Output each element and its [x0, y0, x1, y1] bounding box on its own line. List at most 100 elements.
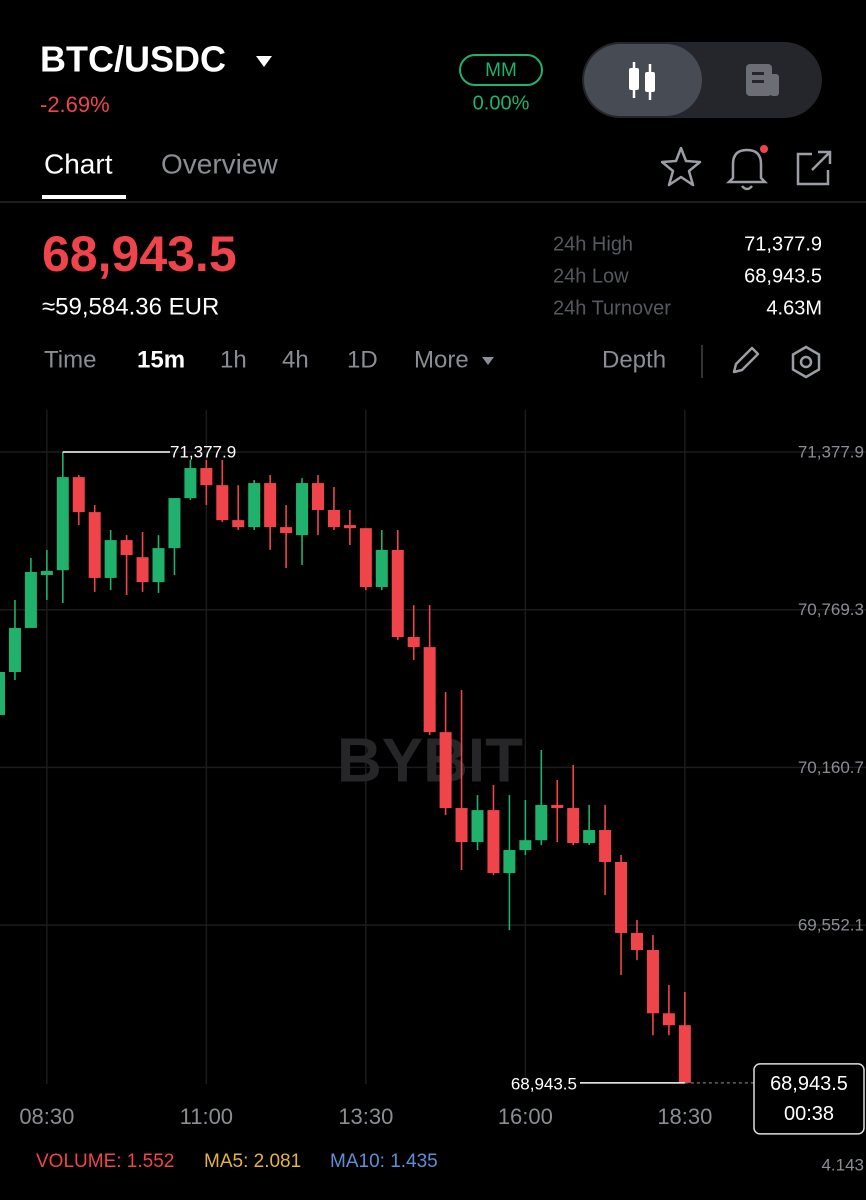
candle-body — [56, 477, 69, 571]
y-tick-label: 70,160.7 — [798, 758, 864, 777]
candle-body — [216, 485, 229, 521]
candle-body — [519, 840, 532, 851]
candle-body — [24, 571, 37, 628]
candle-body — [678, 1025, 691, 1083]
toggle-active[interactable] — [584, 44, 702, 116]
more-caret — [482, 357, 494, 365]
candle-body — [136, 557, 149, 583]
tab-underline — [42, 195, 126, 199]
candle-body — [8, 627, 21, 672]
last-price-label: 68,943.5 — [770, 1073, 848, 1095]
watermark: BYBIT — [337, 726, 523, 795]
ma10-label: MA10: 1.435 — [330, 1151, 438, 1172]
candle-body — [40, 570, 53, 576]
fiat-price: ≈59,584.36 EUR — [42, 293, 219, 320]
candle-body — [280, 527, 293, 534]
candle-body — [327, 510, 340, 528]
ma5-label: MA5: 2.081 — [204, 1151, 301, 1172]
change: -2.69% — [40, 92, 110, 117]
tab-overview[interactable]: Overview — [161, 148, 278, 179]
pair[interactable]: BTC/USDC — [40, 39, 226, 80]
candle-body — [184, 468, 197, 499]
stat-label: 24h Turnover — [553, 297, 671, 319]
interval-active[interactable]: 15m — [137, 346, 185, 373]
candle-body — [120, 540, 133, 556]
candle-body — [503, 850, 516, 874]
interval[interactable]: Time — [44, 346, 96, 373]
candle-body — [535, 804, 548, 841]
stat-value: 68,943.5 — [744, 265, 822, 287]
candle-body — [264, 483, 277, 528]
candle-body — [471, 810, 484, 842]
draw-icon[interactable] — [732, 346, 760, 374]
x-tick-label: 18:30 — [657, 1104, 712, 1129]
alert-dot — [760, 145, 768, 153]
candle-body — [439, 732, 452, 809]
interval[interactable]: 4h — [282, 346, 309, 373]
candle-body — [583, 830, 596, 844]
candle-body — [391, 549, 404, 638]
candle-icon — [629, 62, 655, 100]
mm-pill[interactable] — [459, 54, 543, 86]
y-tick-label: 71,377.9 — [798, 442, 864, 461]
depth[interactable]: Depth — [602, 346, 666, 373]
candle-body — [88, 512, 101, 578]
candle-body — [423, 647, 436, 733]
pair-dropdown[interactable] — [256, 56, 272, 67]
last-price: 68,943.5 — [42, 226, 237, 282]
x-tick-label: 16:00 — [498, 1104, 553, 1129]
candle-body — [248, 483, 261, 528]
candle-body — [72, 477, 85, 513]
favorite-icon[interactable] — [660, 146, 702, 187]
volume-scale: 4.143 — [821, 1155, 864, 1174]
candle-body — [567, 808, 580, 844]
candle-body — [455, 808, 468, 842]
low-marker-label: 68,943.5 — [511, 1074, 577, 1093]
stat-label: 24h Low — [553, 265, 629, 287]
countdown: 00:38 — [784, 1103, 834, 1125]
settings-icon[interactable] — [791, 345, 821, 379]
x-tick-label: 13:30 — [338, 1104, 393, 1129]
interval[interactable]: 1D — [347, 346, 378, 373]
candle-body — [232, 520, 245, 528]
x-tick-label: 11:00 — [180, 1104, 233, 1129]
candle-body — [551, 804, 564, 809]
plot: 71,377.9 70,769.3 70,160.7 69,552.1 08:30 11:… — [0, 410, 866, 1174]
candle-body — [312, 483, 324, 511]
candle-body — [631, 932, 643, 951]
candle-body — [375, 549, 388, 587]
x-tick-label: 08:30 — [19, 1104, 74, 1129]
candle-body — [0, 671, 5, 716]
mm-label: MM — [485, 60, 517, 81]
candle-body — [615, 861, 628, 933]
candle-body — [646, 950, 659, 1014]
news-icon[interactable] — [746, 64, 779, 96]
candle-body — [152, 548, 165, 583]
high-marker-label: 71,377.9 — [170, 442, 236, 461]
candle-body — [104, 540, 117, 578]
candle-body — [487, 810, 500, 874]
tab-chart[interactable]: Chart — [44, 148, 113, 179]
volume-label: VOLUME: 1.552 — [36, 1151, 174, 1172]
stat-value: 71,377.9 — [744, 233, 822, 255]
candle-body — [296, 483, 309, 536]
y-tick-label: 70,769.3 — [798, 600, 864, 619]
candle-body — [168, 498, 181, 549]
candle-body — [343, 525, 356, 529]
stat-label: 24h High — [553, 233, 633, 255]
last-price-box — [753, 1063, 865, 1135]
candle-body — [407, 637, 420, 648]
interval-more[interactable]: More — [414, 346, 469, 373]
share-icon[interactable] — [796, 150, 832, 186]
candle-body — [200, 468, 213, 486]
mm-value: 0.00% — [473, 92, 530, 114]
y-tick-label: 69,552.1 — [798, 916, 864, 935]
alert-icon[interactable] — [725, 148, 769, 191]
candle-body — [599, 830, 612, 862]
candle-body — [662, 1013, 675, 1026]
interval[interactable]: 1h — [220, 346, 247, 373]
candle-body — [359, 528, 372, 587]
